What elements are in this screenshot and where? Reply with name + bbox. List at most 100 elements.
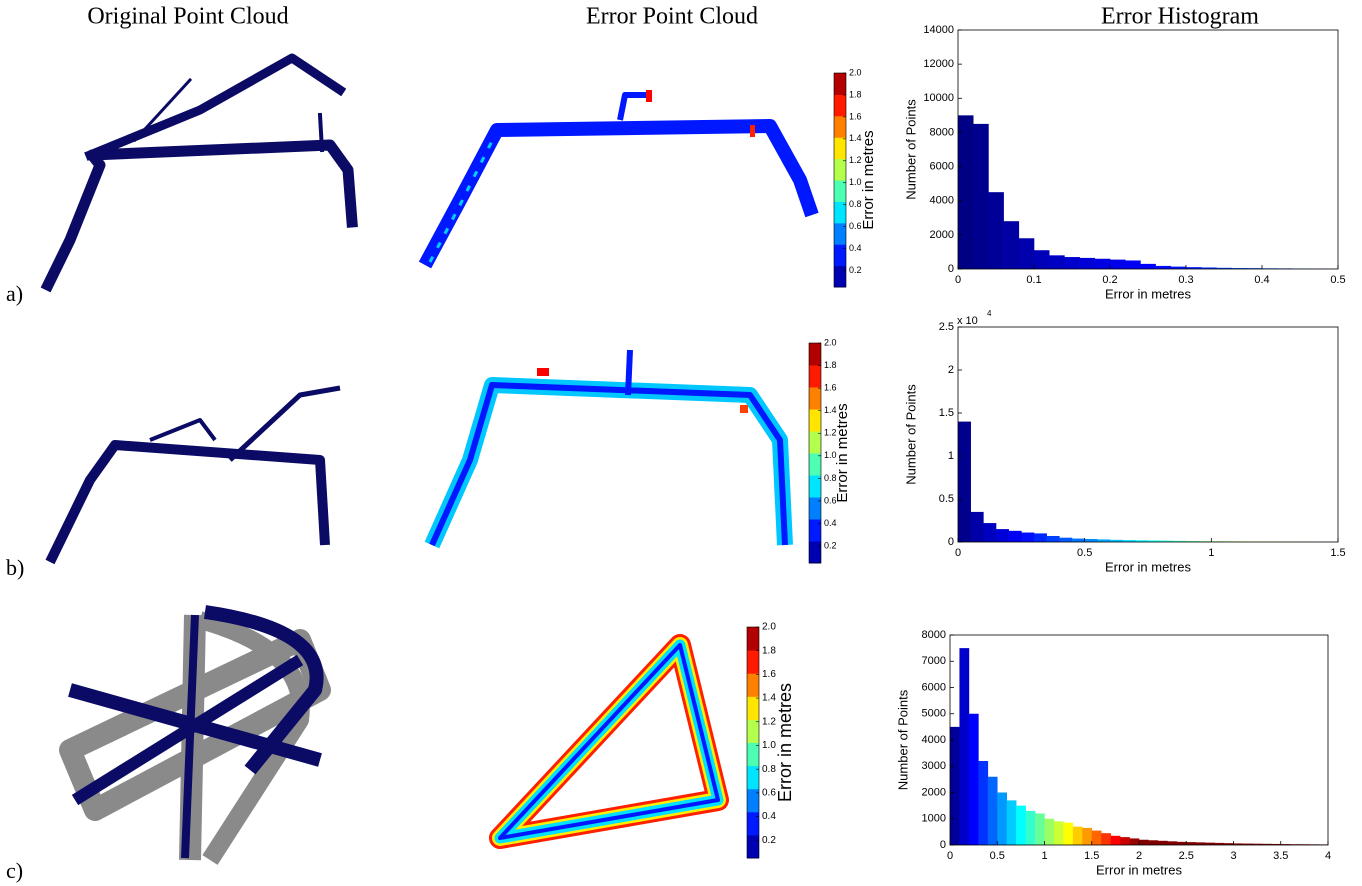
y-tick-label: 2000: [922, 786, 946, 798]
colorbar-tick-label: 1.8: [849, 89, 862, 99]
histogram-bar: [1054, 821, 1064, 845]
colorbar-band: [747, 835, 759, 859]
colorbar-band: [809, 541, 821, 564]
colorbar-tick-label: 1.6: [849, 111, 862, 121]
y-tick-label: 12000: [923, 58, 954, 70]
x-tick-label: 1.5: [1330, 547, 1345, 559]
x-tick-label: 3.5: [1273, 850, 1288, 862]
x-tick-label: 1.5: [1084, 850, 1099, 862]
colorbar-tick-label: 0.4: [824, 518, 837, 528]
column-header: Error Point Cloud: [586, 4, 758, 30]
colorbar-tick-label: 2.0: [762, 622, 776, 633]
histogram-bar: [1125, 260, 1141, 269]
y-tick-label: 6000: [930, 160, 954, 172]
row-label: b): [6, 555, 24, 580]
x-axis-label: Error in metres: [1105, 286, 1191, 301]
colorbar-band: [747, 673, 759, 697]
histogram-bar: [1080, 258, 1096, 269]
histogram-bar: [978, 761, 988, 845]
colorbar-tick-label: 1.8: [824, 360, 837, 370]
x-tick-label: 0.2: [1102, 274, 1117, 286]
histogram-bar: [1047, 536, 1060, 542]
x-tick-label: 0: [947, 850, 953, 862]
histogram-bar: [1156, 266, 1172, 269]
colorbar-tick-label: 0.2: [762, 835, 776, 846]
x-axis-label: Error in metres: [1096, 862, 1182, 877]
histogram-bar: [1016, 806, 1026, 845]
colorbar-band: [809, 409, 821, 432]
colorbar-band: [809, 453, 821, 476]
histogram-bar: [1167, 841, 1177, 845]
colorbar-band: [747, 650, 759, 674]
histogram-bar: [1009, 531, 1022, 542]
colorbar-band: [747, 696, 759, 720]
x-axis-label: Error in metres: [1105, 559, 1191, 574]
x-tick-label: 1: [1041, 850, 1047, 862]
x-tick-label: 0.1: [1026, 274, 1041, 286]
x-tick-label: 0: [955, 547, 961, 559]
histogram-bar: [1092, 831, 1102, 845]
x-tick-label: 0.5: [990, 850, 1005, 862]
histogram-bar: [1026, 811, 1036, 845]
colorbar-tick-label: 0.2: [849, 265, 862, 275]
y-tick-label: 7000: [922, 655, 946, 667]
histogram-bar: [1035, 814, 1045, 846]
x-tick-label: 2: [1136, 850, 1142, 862]
histogram-bar: [1064, 257, 1080, 269]
y-multiplier-exponent: 4: [987, 309, 992, 318]
y-tick-label: 0: [948, 263, 954, 275]
colorbar-tick-label: 0.4: [849, 243, 862, 253]
y-multiplier: x 10: [957, 315, 978, 327]
y-tick-label: 2: [948, 364, 954, 376]
y-axis-label: Number of Points: [895, 689, 910, 790]
error-cloud-b: [432, 350, 785, 545]
colorbar-band: [809, 519, 821, 542]
y-tick-label: 6000: [922, 681, 946, 693]
histogram-bar: [958, 422, 971, 542]
colorbar-band: [809, 497, 821, 520]
colorbar-label: Error in metres: [775, 683, 795, 802]
colorbar-tick-label: 2.0: [849, 67, 862, 77]
column-header: Original Point Cloud: [87, 4, 288, 30]
colorbar-band: [834, 159, 846, 181]
y-tick-label: 1.5: [939, 407, 954, 419]
histogram-bar: [1095, 259, 1111, 269]
y-tick-label: 1000: [922, 813, 946, 825]
colorbar-band: [834, 137, 846, 159]
histogram-bar: [1082, 828, 1092, 845]
histogram-bar: [997, 793, 1007, 846]
y-tick-label: 0.5: [939, 493, 954, 505]
y-tick-label: 0: [940, 839, 946, 851]
y-axis-label: Number of Points: [903, 384, 918, 485]
colorbar-band: [834, 94, 846, 116]
histogram-bar: [1177, 842, 1187, 845]
histogram-bar: [958, 115, 974, 269]
colorbar-band: [809, 343, 821, 366]
histogram-bar: [1073, 827, 1083, 845]
histogram-bar: [1007, 800, 1017, 845]
histogram-bar: [1120, 837, 1130, 845]
x-tick-label: 4: [1325, 850, 1331, 862]
error-cloud-c: [500, 645, 718, 838]
y-tick-label: 2000: [930, 229, 954, 241]
histogram-bar: [988, 192, 1004, 269]
colorbar-band: [809, 365, 821, 388]
x-tick-label: 0.5: [1077, 547, 1092, 559]
y-tick-label: 4000: [922, 734, 946, 746]
histogram-bar: [973, 124, 989, 269]
colorbar-band: [834, 116, 846, 138]
colorbar-band: [747, 743, 759, 767]
colorbar-band: [747, 789, 759, 813]
y-tick-label: 3000: [922, 760, 946, 772]
histogram-bar: [1148, 840, 1158, 845]
histogram-bar: [983, 523, 996, 542]
y-tick-label: 1: [948, 450, 954, 462]
histogram-bar: [1063, 823, 1073, 845]
colorbar-band: [834, 73, 846, 95]
histogram-bar: [1019, 238, 1035, 269]
y-tick-label: 8000: [930, 126, 954, 138]
histogram-bar: [1034, 250, 1050, 269]
x-tick-label: 0.5: [1330, 274, 1345, 286]
x-tick-label: 0.3: [1178, 274, 1193, 286]
figure: Original Point Cloud Error Point Cloud E…: [0, 0, 1362, 886]
